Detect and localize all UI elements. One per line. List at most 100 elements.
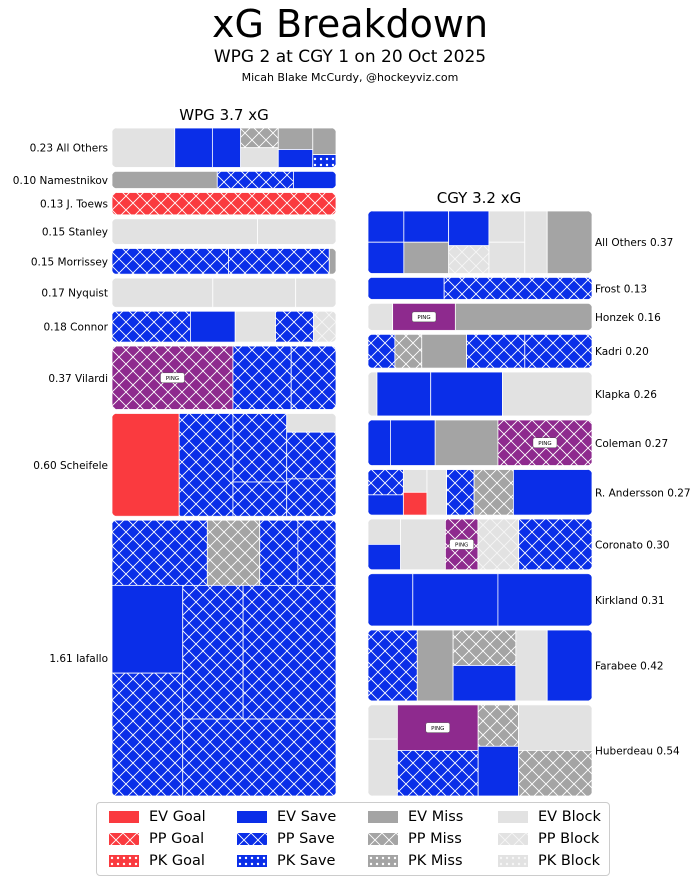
shot-block-ev	[488, 211, 526, 243]
player-label: 0.37 Vilardi	[48, 373, 108, 385]
legend-label: PK Save	[277, 853, 336, 869]
shot-save-ev	[546, 630, 592, 701]
shot-save-ev	[368, 573, 414, 627]
shot-block-ev	[112, 128, 176, 168]
legend-item: PP Block	[498, 828, 599, 850]
shot-miss-pp	[240, 128, 279, 149]
shot-save-ev	[174, 128, 213, 168]
player-shots	[368, 334, 592, 369]
shot-save-pp	[232, 481, 288, 517]
player-shots: PING	[368, 519, 592, 570]
player-label: Coronato 0.30	[595, 539, 670, 551]
shot-save-ev	[430, 372, 503, 416]
xg-treemap-chart: WPG 3.7 xG CGY 3.2 xG 0.23 All Others 0.1…	[13, 106, 691, 796]
ping-label: PING	[417, 315, 430, 321]
player-label: 0.23 All Others	[30, 143, 108, 155]
shot-block-ev	[286, 413, 336, 433]
shot-save-pp	[518, 519, 592, 570]
player-shots: PING	[368, 303, 592, 331]
shot-block-ev	[368, 519, 401, 545]
player-shots	[368, 211, 592, 274]
ping-tag: PING	[425, 722, 450, 733]
player-shots	[112, 520, 336, 796]
player-label: R. Andersson 0.27	[595, 487, 691, 499]
shot-save-ev	[368, 544, 401, 570]
shot-save-ev	[112, 584, 184, 674]
player-label: 0.10 Namestnikov	[13, 175, 108, 187]
player-shots	[112, 192, 336, 215]
shot-save-ev	[448, 211, 490, 247]
player-label: Klapka 0.26	[595, 389, 657, 401]
shot-save-pp	[216, 171, 294, 189]
shot-save-ev	[376, 372, 432, 416]
player-block: PING 0.37 Vilardi	[48, 346, 336, 410]
legend-item: PK Block	[498, 850, 600, 872]
shot-save-pp	[443, 277, 592, 300]
chart-legend: EV Goal PP Goal PK Goal EV Save PP Save PK Sa…	[96, 802, 610, 876]
shot-save-pp	[112, 520, 208, 586]
shot-save-pp	[112, 672, 184, 796]
player-label: Kirkland 0.31	[595, 595, 665, 607]
legend-label: EV Block	[538, 809, 601, 825]
ping-label: PING	[431, 726, 444, 732]
player-label: Coleman 0.27	[595, 438, 668, 450]
shot-save-pp	[228, 248, 330, 275]
player-block: PING Coronato 0.30	[368, 519, 670, 570]
shot-block-ev	[515, 630, 548, 701]
shot-save-pp	[446, 469, 475, 516]
shot-save-pp	[466, 334, 526, 369]
player-block: PING Honzek 0.16	[368, 303, 661, 331]
chart-subtitle: WPG 2 at CGY 1 on 20 Oct 2025	[213, 47, 487, 67]
shot-miss-ev	[454, 303, 592, 331]
shot-save-pp	[286, 478, 336, 517]
player-block: 0.13 J. Toews	[40, 192, 336, 215]
player-block: 0.15 Morrissey	[31, 248, 336, 275]
shot-save-pk	[312, 154, 336, 168]
shot-save-pp	[182, 718, 336, 796]
shot-save-ev	[368, 241, 405, 274]
shot-block-ev	[518, 704, 592, 751]
shot-block-pp	[448, 245, 490, 274]
player-label: 1.61 Iafallo	[49, 653, 108, 665]
shot-miss-ev	[312, 128, 336, 156]
shot-block-ev	[501, 372, 592, 416]
shot-save-ev	[368, 419, 391, 466]
player-block: All Others 0.37	[368, 211, 673, 274]
shot-save-ev	[452, 665, 517, 701]
legend-item: PK Save	[237, 850, 335, 872]
shot-miss-pp	[477, 704, 519, 747]
shot-block-ev	[368, 704, 398, 740]
player-block: Kadri 0.20	[368, 334, 649, 369]
player-label: All Others 0.37	[595, 237, 673, 249]
shot-block-ev	[426, 469, 447, 516]
shot-miss-ev	[403, 241, 450, 274]
legend-label: EV Save	[277, 809, 337, 825]
shot-block-ev	[112, 278, 214, 308]
shot-block-ev	[368, 372, 378, 416]
legend-item: EV Block	[498, 806, 601, 828]
legend-item: PK Miss	[368, 850, 463, 872]
legend-label: PP Save	[277, 831, 335, 847]
shot-miss-pp	[473, 469, 514, 516]
shot-miss-ev	[277, 128, 314, 150]
player-block: 0.23 All Others	[30, 128, 336, 168]
player-block: Frost 0.13	[368, 277, 647, 300]
shot-miss-ev	[434, 419, 499, 466]
player-shots: PING	[368, 704, 592, 796]
legend-item: PP Save	[237, 828, 335, 850]
chart-title: xG Breakdown	[211, 2, 489, 46]
chart-credit: Micah Blake McCurdy, @hockeyviz.com	[241, 71, 459, 84]
shot-block-ev	[240, 147, 279, 168]
player-block: 0.60 Scheifele	[33, 413, 336, 517]
player-block: R. Andersson 0.27	[368, 469, 691, 516]
shot-save-pp	[178, 413, 234, 517]
legend-swatch	[237, 811, 267, 823]
shot-goal-pp	[112, 192, 336, 215]
legend-swatch	[109, 833, 139, 845]
shot-save-ev	[513, 469, 592, 516]
legend-label: PK Miss	[408, 853, 463, 869]
shot-goal-ev	[112, 413, 180, 517]
legend-swatch	[109, 855, 139, 867]
player-shots	[112, 218, 336, 245]
player-block: Farabee 0.42	[368, 630, 664, 701]
